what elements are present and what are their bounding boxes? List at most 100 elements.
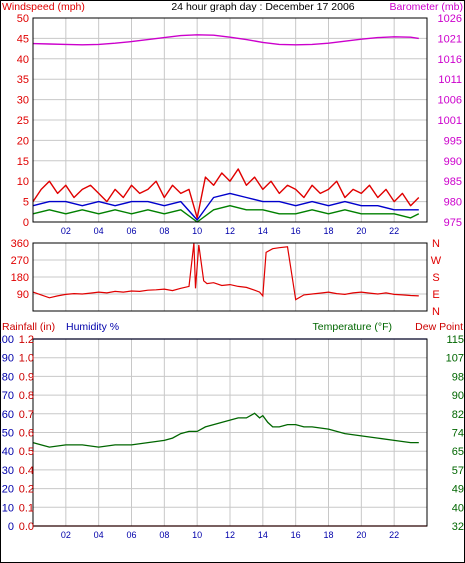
barometer-tick-label: 1021: [438, 33, 462, 45]
rain-tick-label: 1.0: [19, 353, 34, 365]
wind-axis-title: Windspeed (mph): [2, 1, 85, 13]
barometer-tick-label: 1026: [438, 13, 462, 25]
x-tick-label: 22: [389, 530, 399, 540]
x-tick-label: 06: [126, 226, 136, 236]
direction-tick-label: 90: [17, 289, 29, 301]
humidity-axis-title: Humidity %: [66, 321, 119, 333]
barometer-tick-label: 1011: [438, 74, 462, 86]
barometer-tick-label: 985: [444, 176, 462, 188]
humidity-tick-label: 80: [2, 371, 14, 383]
x-tick-label: 04: [94, 226, 104, 236]
x-tick-label: 18: [323, 530, 333, 540]
x-tick-label: 08: [159, 530, 169, 540]
temperature-tick-label: 115: [446, 334, 464, 346]
rain-tick-label: 0.6: [19, 428, 34, 440]
compass-label: N: [432, 306, 440, 318]
temperature-axis-title: Temperature (°F): [313, 321, 392, 333]
x-tick-label: 20: [356, 226, 366, 236]
rain-tick-label: 0.4: [19, 465, 34, 477]
direction-tick-label: 180: [11, 272, 29, 284]
wind-tick-label: 20: [17, 135, 29, 147]
humidity-tick-label: 90: [2, 353, 14, 365]
humidity-tick-label: 70: [2, 390, 14, 402]
temperature-tick-label: 49: [452, 484, 464, 496]
wind-tick-label: 25: [17, 115, 29, 127]
series-low: [32, 204, 420, 223]
compass-label: E: [432, 289, 439, 301]
x-tick-label: 08: [159, 226, 169, 236]
humidity-tick-label: 40: [2, 446, 14, 458]
direction-tick-label: 360: [11, 238, 29, 250]
humidity-tick-label: 20: [2, 484, 14, 496]
barometer-tick-label: 990: [444, 156, 462, 168]
x-tick-label: 02: [61, 226, 71, 236]
x-tick-label: 14: [258, 530, 268, 540]
wind-tick-label: 45: [17, 33, 29, 45]
wind-tick-label: 35: [17, 74, 29, 86]
series-barometer: [32, 34, 419, 46]
series-temperature: [32, 412, 419, 448]
x-tick-label: 06: [126, 530, 136, 540]
panel-frame-direction: [32, 242, 428, 312]
wind-tick-label: 40: [17, 54, 29, 66]
barometer-tick-label: 995: [444, 135, 462, 147]
humidity-tick-label: 60: [2, 409, 14, 421]
x-tick-label: 04: [94, 530, 104, 540]
rain-tick-label: 0.9: [19, 371, 34, 383]
x-tick-label: 02: [61, 530, 71, 540]
frame-layer: [32, 17, 428, 527]
panel-frame-temperature: [32, 338, 428, 527]
temperature-tick-label: 107: [446, 353, 464, 365]
chart-title: 24 hour graph day : December 17 2006: [171, 1, 354, 13]
x-tick-label: 14: [258, 226, 268, 236]
x-tick-label: 10: [192, 226, 202, 236]
x-tick-label: 22: [389, 226, 399, 236]
rain-tick-label: 0.5: [19, 446, 34, 458]
wind-tick-label: 50: [17, 13, 29, 25]
x-tick-label: 10: [192, 530, 202, 540]
x-tick-label: 18: [323, 226, 333, 236]
temperature-tick-label: 98: [452, 371, 464, 383]
wind-tick-label: 0: [23, 217, 29, 229]
x-tick-label: 16: [291, 530, 301, 540]
temperature-tick-label: 65: [452, 446, 464, 458]
barometer-tick-label: 1006: [438, 95, 462, 107]
compass-label: N: [432, 238, 440, 250]
temperature-tick-label: 74: [452, 428, 464, 440]
rain-tick-label: 0.0: [19, 521, 34, 533]
x-tick-label: 12: [225, 226, 235, 236]
barometer-tick-label: 975: [444, 217, 462, 229]
x-tick-label: 16: [291, 226, 301, 236]
wind-tick-label: 10: [17, 176, 29, 188]
barometer-tick-label: 980: [444, 197, 462, 209]
wind-tick-label: 15: [17, 156, 29, 168]
compass-label: W: [431, 255, 442, 267]
rain-tick-label: 0.1: [19, 502, 34, 514]
series-windspeed: [32, 168, 420, 219]
barometer-tick-label: 1016: [438, 54, 462, 66]
temperature-tick-label: 40: [452, 502, 464, 514]
temperature-tick-label: 57: [452, 465, 464, 477]
temperature-tick-label: 32: [452, 521, 464, 533]
rain-tick-label: 0.2: [19, 484, 34, 496]
humidity-tick-label: 30: [2, 465, 14, 477]
wind-tick-label: 5: [23, 197, 29, 209]
direction-tick-label: 270: [11, 255, 29, 267]
rain-tick-label: 0.8: [19, 390, 34, 402]
wind-tick-label: 30: [17, 95, 29, 107]
temperature-tick-label: 90: [452, 390, 464, 402]
humidity-tick-label: 100: [0, 334, 14, 346]
rain-tick-label: 0.7: [19, 409, 34, 421]
humidity-tick-label: 10: [2, 502, 14, 514]
humidity-tick-label: 50: [2, 428, 14, 440]
compass-label: S: [432, 272, 439, 284]
temperature-tick-label: 82: [452, 409, 464, 421]
panel-frame-wind: [32, 17, 428, 223]
x-tick-label: 20: [356, 530, 366, 540]
barometer-axis-title: Barometer (mb): [389, 1, 463, 13]
dewpoint-axis-title: Dew Point: [415, 321, 463, 333]
rain-axis-title: Rainfall (in): [2, 321, 55, 333]
